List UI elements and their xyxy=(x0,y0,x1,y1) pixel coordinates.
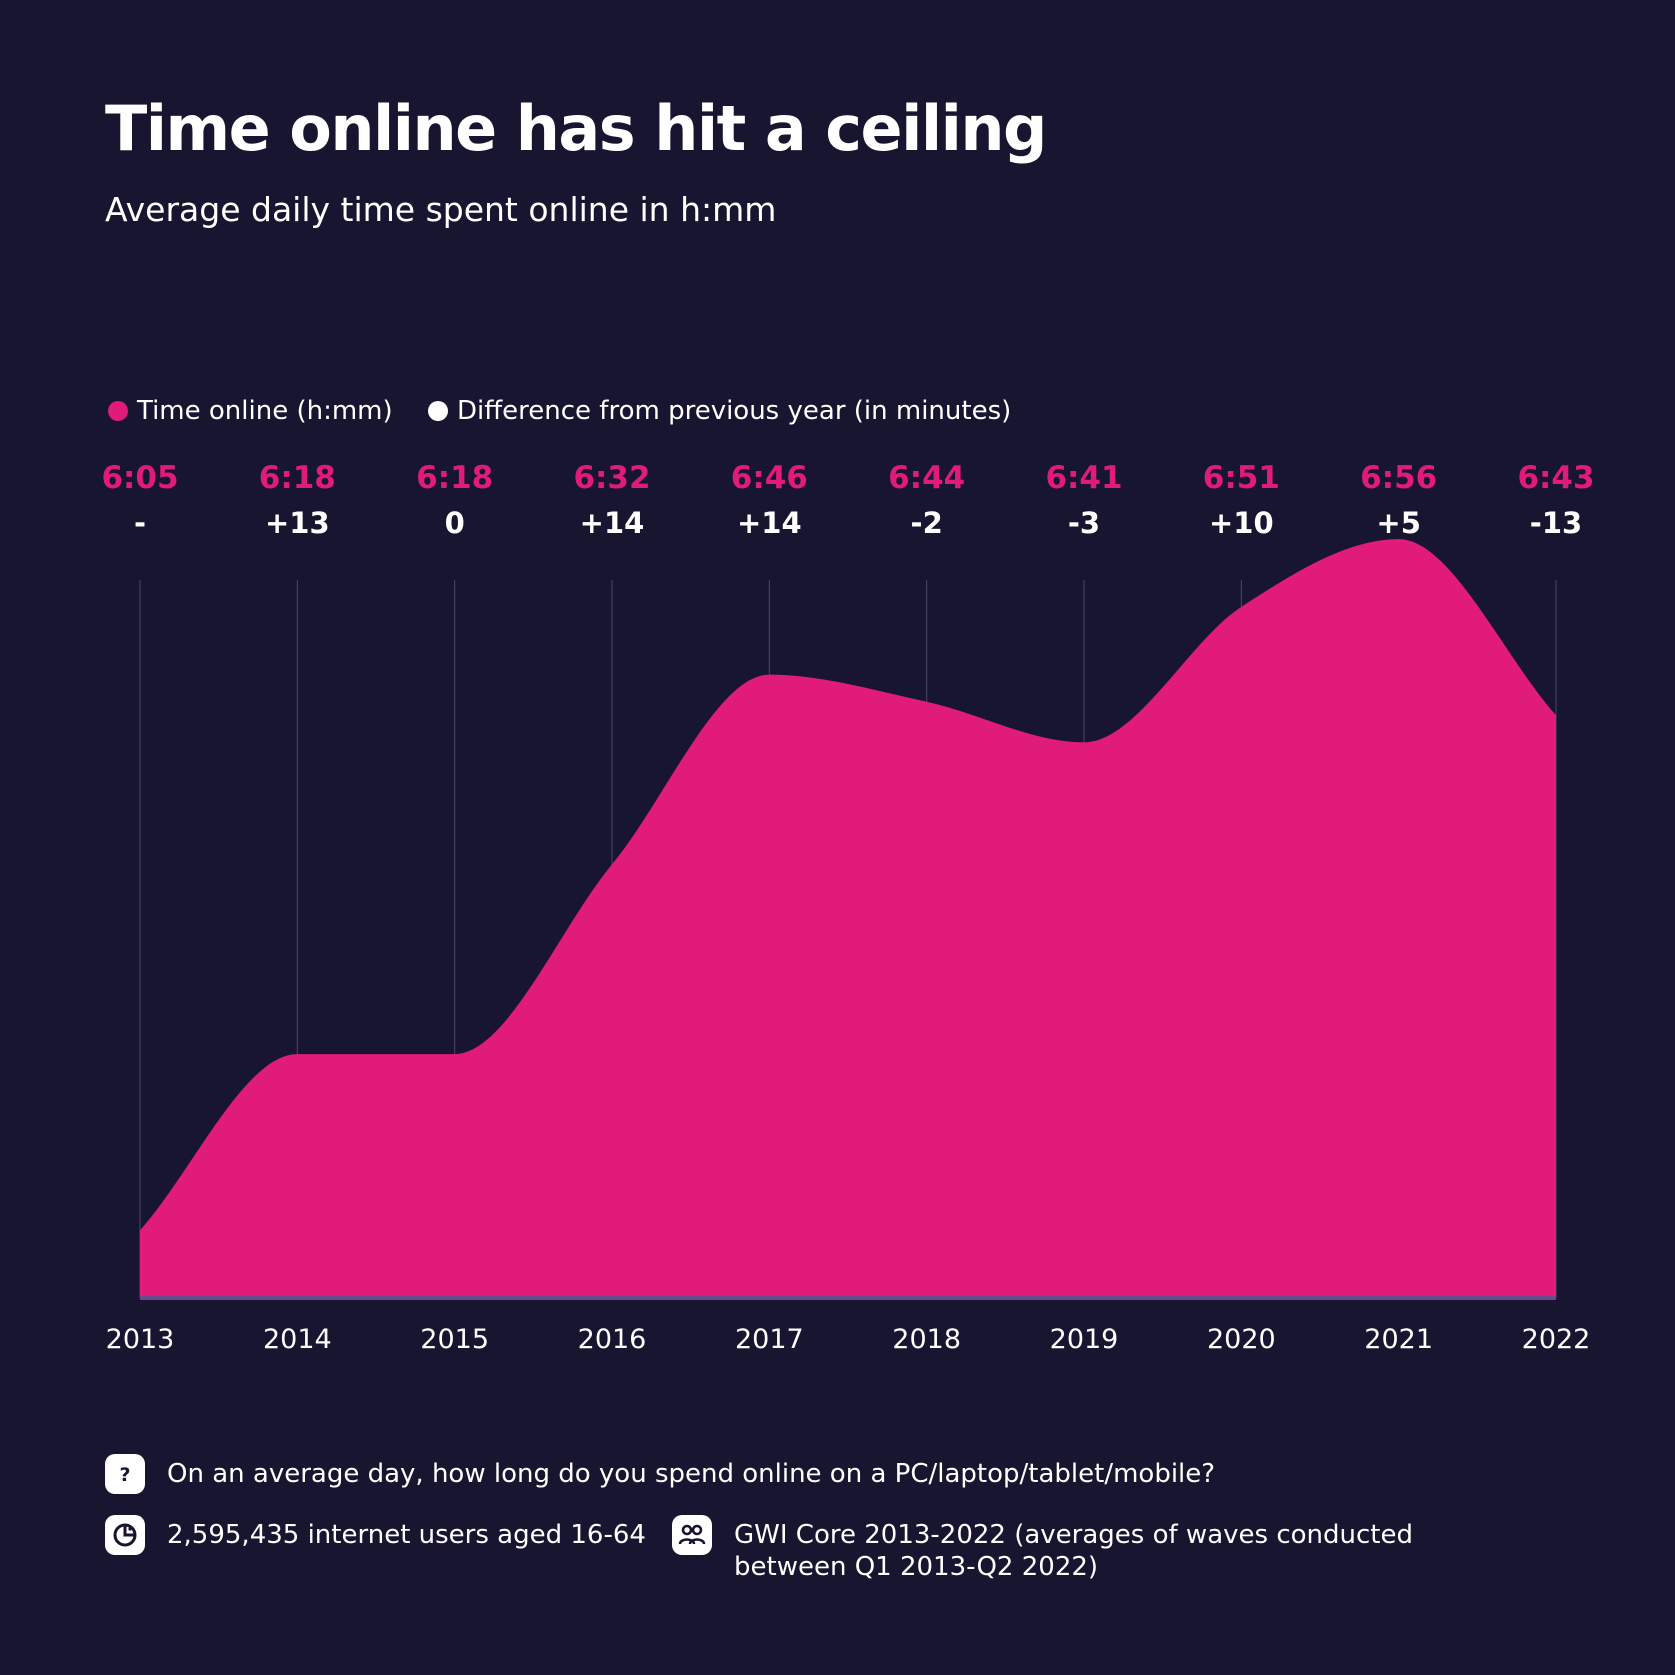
legend-item-time-online: Time online (h:mm) xyxy=(108,394,393,428)
legend-item-difference: Difference from previous year (in minute… xyxy=(428,394,1011,428)
footer-source: GWI Core 2013-2022 (averages of waves co… xyxy=(672,1515,1432,1583)
x-tick-label-2020: 2020 xyxy=(1207,1324,1276,1355)
x-tick-label-2013: 2013 xyxy=(106,1324,175,1355)
x-tick-label-2019: 2019 xyxy=(1050,1324,1119,1355)
x-tick-label-2021: 2021 xyxy=(1364,1324,1433,1355)
value-label-2021: 6:56 xyxy=(1360,460,1437,496)
footer-question: ? On an average day, how long do you spe… xyxy=(105,1454,1555,1494)
chart-subtitle: Average daily time spent online in h:mm xyxy=(105,190,777,229)
diff-label-2018: -2 xyxy=(911,506,943,540)
diff-label-2022: -13 xyxy=(1530,506,1582,540)
value-label-2015: 6:18 xyxy=(416,460,493,496)
diff-label-2021: +5 xyxy=(1376,506,1420,540)
x-tick-label-2017: 2017 xyxy=(735,1324,804,1355)
legend-label-difference: Difference from previous year (in minute… xyxy=(457,396,1012,426)
diff-label-2013: - xyxy=(134,506,146,540)
pie-chart-icon xyxy=(105,1515,145,1555)
x-tick-label-2014: 2014 xyxy=(263,1324,332,1355)
x-tick-label-2018: 2018 xyxy=(892,1324,961,1355)
diff-label-2017: +14 xyxy=(737,506,802,540)
value-label-2020: 6:51 xyxy=(1203,460,1280,496)
value-label-2019: 6:41 xyxy=(1045,460,1122,496)
value-label-2018: 6:44 xyxy=(888,460,965,496)
footer-sample-text: 2,595,435 internet users aged 16-64 xyxy=(167,1520,646,1550)
question-icon: ? xyxy=(105,1454,145,1494)
x-tick-label-2022: 2022 xyxy=(1522,1324,1591,1355)
legend-dot-pink xyxy=(108,401,128,421)
people-icon xyxy=(672,1515,712,1555)
x-tick-label-2015: 2015 xyxy=(420,1324,489,1355)
diff-label-2020: +10 xyxy=(1209,506,1274,540)
value-label-2014: 6:18 xyxy=(259,460,336,496)
diff-label-2019: -3 xyxy=(1068,506,1100,540)
value-label-2013: 6:05 xyxy=(101,460,178,496)
svg-text:?: ? xyxy=(119,1464,130,1486)
legend-dot-white xyxy=(428,401,448,421)
diff-label-2014: +13 xyxy=(265,506,330,540)
diff-label-2016: +14 xyxy=(580,506,645,540)
diff-label-2015: 0 xyxy=(445,506,465,540)
value-label-2016: 6:32 xyxy=(573,460,650,496)
legend-label-time-online: Time online (h:mm) xyxy=(137,396,393,426)
x-tick-label-2016: 2016 xyxy=(578,1324,647,1355)
area-series-time-online xyxy=(140,539,1556,1298)
value-label-2022: 6:43 xyxy=(1517,460,1594,496)
footer-source-text: GWI Core 2013-2022 (averages of waves co… xyxy=(734,1520,1413,1582)
value-labels: 6:05 - 6:18 +13 6:18 0 6:32 +14 6:46 +14 6:44 -2 6:4… xyxy=(101,460,1594,540)
x-axis-tick-labels: 2013 2014 2015 2016 2017 2018 2019 2020 2021 2022 xyxy=(106,1324,1591,1355)
value-label-2017: 6:46 xyxy=(731,460,808,496)
footer-sample: 2,595,435 internet users aged 16-64 xyxy=(105,1515,665,1555)
footer-question-text: On an average day, how long do you spend… xyxy=(167,1459,1216,1489)
area-chart: 6:05 - 6:18 +13 6:18 0 6:32 +14 6:46 +14 6:44 -2 6:4… xyxy=(101,460,1594,1355)
chart-title: Time online has hit a ceiling xyxy=(105,92,1047,165)
